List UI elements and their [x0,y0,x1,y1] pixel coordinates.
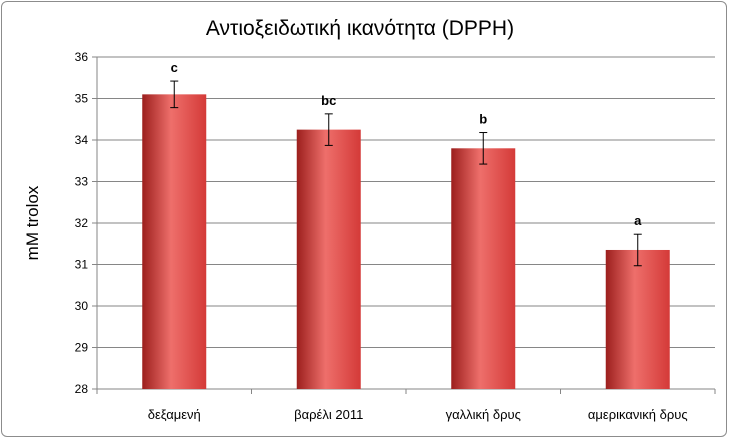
bars: c bc b a [142,60,670,389]
y-tick-label: 35 [75,92,89,106]
significance-label: bc [321,93,336,108]
y-tick-label: 30 [75,299,89,313]
y-tick-label: 28 [75,382,89,396]
bar [142,94,207,389]
x-tick-label: γαλλική δρυς [446,407,521,422]
x-tick-label: αμερικανική δρυς [588,407,688,422]
x-tick-label: δεξαμενή [148,407,201,422]
y-tick-label: 31 [75,258,89,272]
significance-label: a [634,213,642,228]
y-tick-label: 29 [75,341,89,355]
significance-label: c [171,60,178,75]
bar [605,249,670,389]
bar [451,148,516,389]
y-tick-label: 36 [75,50,89,64]
y-axis-label: mM trolox [23,185,42,260]
y-axis-ticks: 28 29 30 31 32 33 34 35 36 [75,50,97,396]
y-tick-label: 33 [75,175,89,189]
y-tick-label: 34 [75,133,89,147]
significance-label: b [479,112,487,127]
bar [296,129,361,389]
chart-title: Αντιοξειδωτική ικανότητα (DPPH) [206,17,514,40]
x-axis: δεξαμενή βαρέλι 2011 γαλλική δρυς αμερικανι… [96,57,716,422]
x-tick-label: βαρέλι 2011 [294,407,363,422]
y-tick-label: 32 [75,216,89,230]
